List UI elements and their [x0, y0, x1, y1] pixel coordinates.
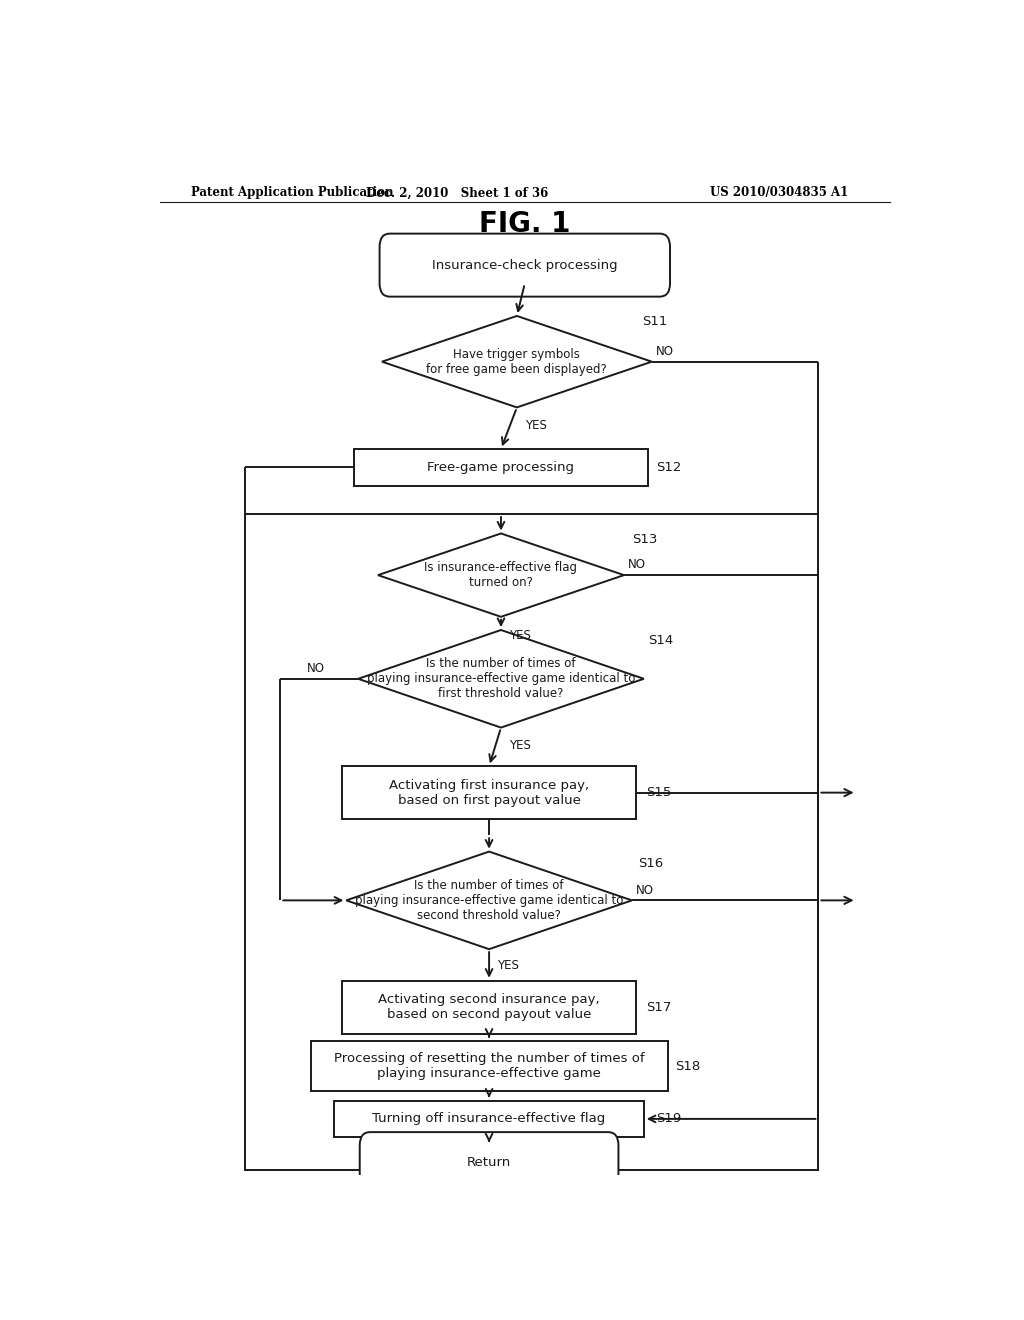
Polygon shape	[358, 630, 644, 727]
Text: S15: S15	[646, 787, 672, 799]
Text: Processing of resetting the number of times of
playing insurance-effective game: Processing of resetting the number of ti…	[334, 1052, 644, 1080]
Text: YES: YES	[509, 739, 530, 752]
Text: Is insurance-effective flag
turned on?: Is insurance-effective flag turned on?	[425, 561, 578, 589]
Text: S19: S19	[655, 1113, 681, 1126]
Text: S17: S17	[646, 1001, 672, 1014]
Text: Is the number of times of
playing insurance-effective game identical to
second t: Is the number of times of playing insura…	[355, 879, 624, 921]
Text: YES: YES	[509, 628, 530, 642]
Polygon shape	[346, 851, 632, 949]
FancyBboxPatch shape	[359, 1133, 618, 1193]
Text: Turning off insurance-effective flag: Turning off insurance-effective flag	[373, 1113, 606, 1126]
Text: NO: NO	[628, 558, 646, 572]
Text: S14: S14	[648, 634, 673, 647]
Bar	[342, 766, 636, 818]
Bar	[245, 515, 818, 1170]
Text: US 2010/0304835 A1: US 2010/0304835 A1	[710, 186, 848, 199]
Text: YES: YES	[524, 420, 547, 432]
Text: NO: NO	[655, 345, 674, 358]
Text: NO: NO	[636, 883, 654, 896]
Text: NO: NO	[306, 663, 325, 675]
Text: S11: S11	[642, 314, 668, 327]
Text: S18: S18	[676, 1060, 700, 1073]
Text: Insurance-check processing: Insurance-check processing	[432, 259, 617, 272]
Bar	[310, 1040, 668, 1092]
Text: Activating second insurance pay,
based on second payout value: Activating second insurance pay, based o…	[378, 993, 600, 1022]
Bar	[342, 981, 636, 1034]
Text: YES: YES	[497, 958, 519, 972]
Text: Is the number of times of
playing insurance-effective game identical to
first th: Is the number of times of playing insura…	[367, 657, 635, 701]
Text: Have trigger symbols
for free game been displayed?: Have trigger symbols for free game been …	[426, 347, 607, 376]
Text: S13: S13	[632, 533, 657, 546]
Text: Activating first insurance pay,
based on first payout value: Activating first insurance pay, based on…	[389, 779, 589, 807]
Text: FIG. 1: FIG. 1	[479, 210, 570, 239]
Polygon shape	[382, 315, 652, 408]
FancyBboxPatch shape	[380, 234, 670, 297]
Text: Free-game processing: Free-game processing	[427, 461, 574, 474]
Bar	[354, 449, 648, 486]
Text: Return: Return	[467, 1156, 511, 1170]
Polygon shape	[378, 533, 624, 616]
Text: S12: S12	[655, 461, 681, 474]
Text: Dec. 2, 2010   Sheet 1 of 36: Dec. 2, 2010 Sheet 1 of 36	[367, 186, 549, 199]
Bar	[334, 1101, 644, 1138]
Text: S16: S16	[638, 857, 664, 870]
Text: Patent Application Publication: Patent Application Publication	[191, 186, 394, 199]
